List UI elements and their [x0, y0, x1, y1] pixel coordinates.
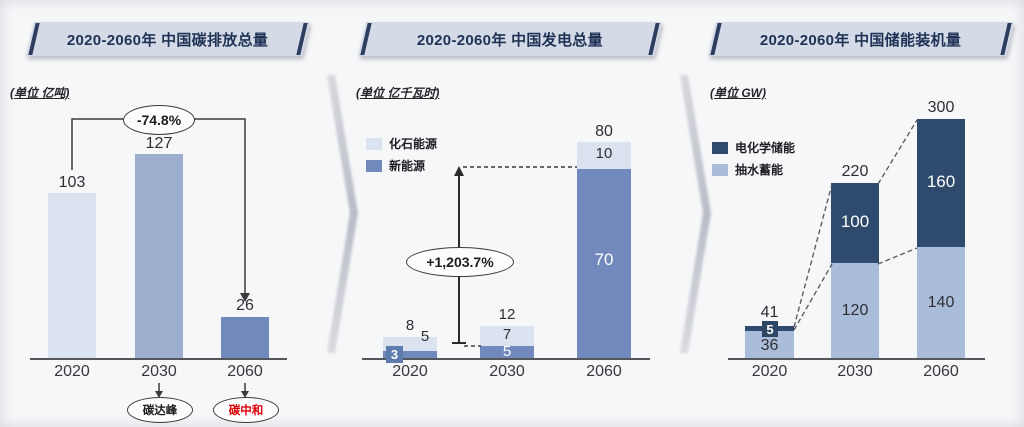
- dashed-connector: [877, 247, 918, 265]
- milestone-carbon-peak: 碳达峰: [127, 397, 193, 423]
- chevron-separator-icon: [680, 75, 711, 353]
- bar-2060-pumped: [917, 247, 965, 359]
- legend-swatch-icon: [366, 159, 382, 172]
- panel2-title-ribbon: 2020-2060年 中国发电总量: [358, 22, 662, 56]
- arrow-up-icon: [454, 166, 464, 176]
- legend-swatch-icon: [712, 163, 728, 176]
- legend-swatch-icon: [366, 137, 382, 150]
- value-label: 103: [58, 174, 86, 191]
- badge-text: 5: [766, 321, 774, 337]
- bar-2030-newenergy: [480, 346, 534, 359]
- electrochemical-label: 160: [926, 172, 956, 191]
- dashed-connector: [793, 263, 833, 331]
- bar-2060-fossil: [577, 142, 631, 169]
- total-label: 220: [841, 163, 869, 180]
- fossil-label: 7: [502, 326, 512, 343]
- bar-2030-fossil: [480, 326, 534, 346]
- total-label: 41: [760, 304, 779, 321]
- legend-label: 化石能源: [389, 137, 438, 151]
- bar-2060-emissions: [221, 317, 269, 359]
- x-tick-label: 2030: [837, 363, 873, 380]
- ribbon-slash-icon: [1000, 23, 1012, 55]
- pumped-label: 120: [841, 302, 869, 319]
- milestone-carbon-neutral: 碳中和: [213, 397, 279, 423]
- newenergy-badge: 3: [386, 346, 403, 363]
- ribbon-slash-icon: [360, 23, 372, 55]
- change-percent-callout: -74.8%: [123, 105, 195, 135]
- bar-2020-emissions: [48, 193, 96, 359]
- ribbon-slash-icon: [28, 23, 40, 55]
- electrochemical-badge: 5: [762, 321, 778, 337]
- x-tick-label: 2060: [923, 363, 959, 380]
- ribbon-slash-icon: [296, 23, 308, 55]
- x-tick-label: 2020: [392, 363, 428, 380]
- panel3-x-axis: [728, 358, 985, 360]
- x-tick-label: 2030: [141, 363, 177, 380]
- growth-percent-text: +1,203.7%: [426, 254, 494, 270]
- growth-percent-callout: +1,203.7%: [406, 247, 514, 277]
- value-label: 127: [145, 135, 173, 152]
- panel1-x-axis: [30, 358, 287, 360]
- panel3-unit-label: (单位 GW): [710, 86, 766, 100]
- legend-item-electrochemical: 电化学储能: [712, 139, 795, 156]
- x-tick-label: 2020: [751, 363, 788, 380]
- total-label: 12: [498, 306, 516, 323]
- legend-swatch-icon: [712, 141, 728, 154]
- panel3-title: 2020-2060年 中国储能装机量: [760, 31, 962, 49]
- panel2-title: 2020-2060年 中国发电总量: [416, 31, 603, 49]
- panel1-title: 2020-2060年 中国碳排放总量: [67, 31, 269, 49]
- legend-item-fossil: 化石能源: [366, 135, 437, 152]
- bar-2060-electrochemical: [917, 119, 965, 247]
- dashed-connector: [793, 183, 833, 328]
- fossil-label: 5: [420, 328, 430, 345]
- legend-item-newenergy: 新能源: [366, 157, 437, 174]
- bar-2060-newenergy: [577, 169, 631, 359]
- milestone-text: 碳中和: [228, 405, 264, 417]
- newenergy-label: 70: [594, 250, 614, 269]
- panel3-title-ribbon: 2020-2060年 中国储能装机量: [708, 22, 1014, 56]
- value-label: 26: [236, 297, 254, 314]
- x-tick-label: 2020: [54, 363, 90, 380]
- pumped-label: 36: [760, 337, 779, 354]
- panel2-x-axis: [362, 358, 650, 360]
- panel2-legend: 化石能源 新能源: [366, 135, 437, 174]
- panel2-unit-label: (单位 亿千瓦时): [356, 86, 440, 100]
- change-percent-text: -74.8%: [136, 112, 182, 128]
- chevron-separator-icon: [327, 75, 358, 353]
- x-tick-label: 2060: [227, 363, 263, 380]
- bar-2030-emissions: [135, 154, 183, 359]
- legend-label: 抽水蓄能: [735, 163, 784, 177]
- newenergy-label: 5: [502, 343, 512, 360]
- x-tick-label: 2060: [586, 363, 622, 380]
- legend-label: 电化学储能: [735, 141, 796, 155]
- total-label: 300: [927, 99, 955, 116]
- fossil-label: 10: [595, 145, 613, 162]
- badge-text: 3: [390, 347, 399, 362]
- bar-2030-electrochemical: [831, 183, 879, 263]
- panel3-legend: 电化学储能 抽水蓄能: [712, 139, 795, 178]
- bar-2020-newenergy: [383, 351, 437, 359]
- total-label: 80: [595, 123, 613, 140]
- ribbon-slash-icon: [648, 23, 660, 55]
- ribbon-slash-icon: [710, 23, 722, 55]
- panel1-title-ribbon: 2020-2060年 中国碳排放总量: [26, 22, 310, 56]
- panel1-unit-label: (单位 亿吨): [10, 86, 70, 100]
- x-tick-label: 2030: [489, 363, 525, 380]
- legend-label: 新能源: [389, 159, 426, 173]
- dashed-connector: [877, 119, 918, 185]
- bar-2030-pumped: [831, 263, 879, 359]
- electrochemical-label: 100: [840, 212, 870, 231]
- milestone-text: 碳达峰: [142, 405, 178, 417]
- pumped-label: 140: [927, 294, 955, 311]
- legend-item-pumped: 抽水蓄能: [712, 161, 795, 178]
- total-label: 8: [405, 317, 415, 334]
